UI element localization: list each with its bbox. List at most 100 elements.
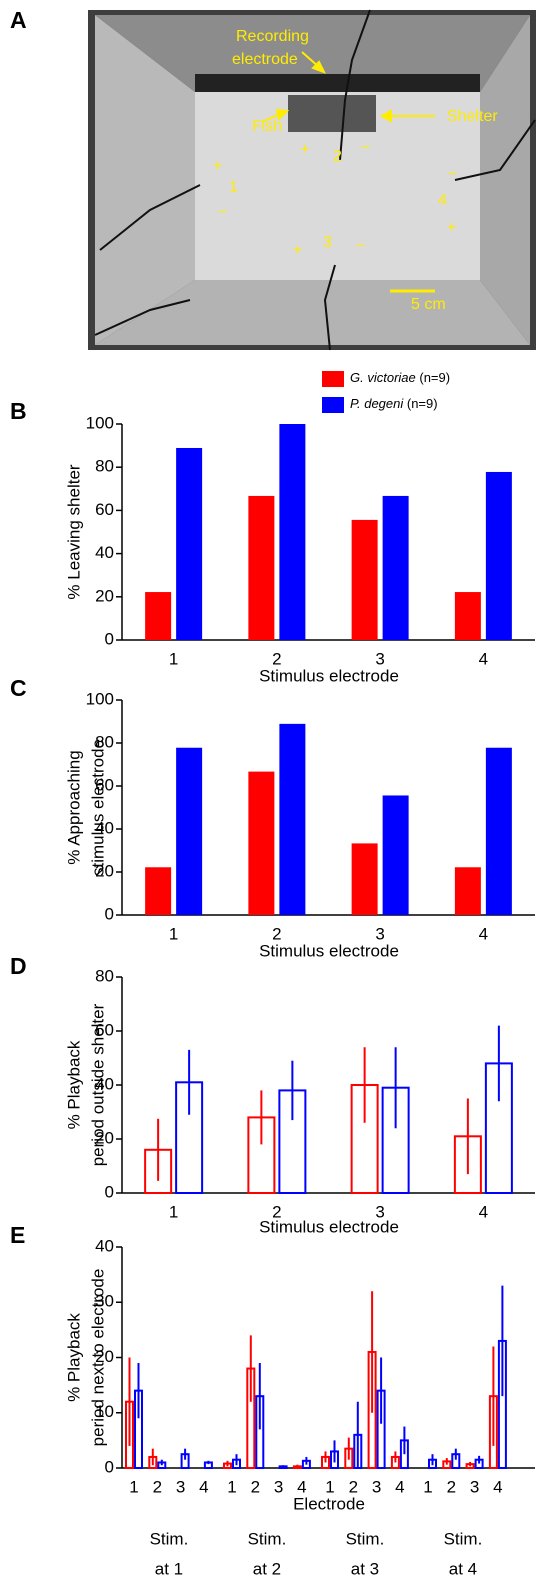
annotation: + [213,158,222,175]
annotation: + [300,141,309,158]
panel-letter: A [10,7,27,33]
bar [382,495,409,640]
group-label: Stim. [444,1529,483,1548]
panel-letter: C [10,675,27,701]
y-tick-label: 20 [95,586,114,605]
x-tick-label: 1 [129,1477,138,1496]
bar [485,471,512,640]
x-tick-label: 1 [169,649,178,668]
y-tick-label: 80 [95,966,114,985]
y-axis-title: % Approaching [64,750,83,864]
annotation: Fish [252,118,282,135]
y-tick-label: 0 [105,629,114,648]
x-axis-title: Stimulus electrode [259,941,399,960]
x-tick-label: 1 [227,1477,236,1496]
x-tick-label: 4 [479,1202,488,1221]
bar [248,771,275,915]
y-tick-label: 10 [95,1402,114,1421]
annotation: electrode [232,51,298,68]
x-tick-label: 1 [169,1202,178,1221]
bar [351,519,378,640]
y-tick-label: 60 [95,775,114,794]
y-tick-label: 40 [95,543,114,562]
bar [279,723,306,915]
x-tick-label: 3 [372,1477,381,1496]
group-label: at 1 [155,1559,183,1578]
y-tick-label: 0 [105,1457,114,1476]
x-tick-label: 3 [375,924,384,943]
group-label: Stim. [150,1529,189,1548]
legend-label: G. victoriae (n=9) [350,370,450,385]
x-tick-label: 2 [349,1477,358,1496]
y-tick-label: 0 [105,1182,114,1201]
bar [485,747,512,915]
y-axis-title: period outside shelter [88,1003,107,1166]
y-axis-title: % Leaving shelter [64,464,83,599]
x-axis-title: Electrode [293,1494,365,1513]
x-tick-label: 2 [272,649,281,668]
x-tick-label: 2 [447,1477,456,1496]
annotation: − [361,139,370,156]
bar [145,592,172,640]
x-tick-label: 4 [199,1477,208,1496]
y-tick-label: 30 [95,1292,114,1311]
x-tick-label: 3 [274,1477,283,1496]
annotation: Recording [236,28,309,45]
bar [279,424,306,640]
x-tick-label: 3 [176,1477,185,1496]
x-tick-label: 4 [395,1477,404,1496]
bar [176,447,203,640]
x-tick-label: 2 [251,1477,260,1496]
x-axis-title: Stimulus electrode [259,1217,399,1236]
bar [176,747,203,915]
annotation: 2 [333,148,342,165]
group-label: at 4 [449,1559,477,1578]
annotation: − [218,204,227,221]
bar [382,795,409,915]
x-tick-label: 3 [470,1477,479,1496]
annotation: 1 [229,179,238,196]
bar [248,495,275,640]
x-tick-label: 4 [479,649,488,668]
bar [454,592,481,640]
annotation: Shelter [447,108,498,125]
y-axis-title: stimulus electrode [88,739,107,876]
group-label: Stim. [346,1529,385,1548]
y-tick-label: 40 [95,818,114,837]
bar [145,867,172,915]
annotation: + [293,242,302,259]
x-tick-label: 4 [297,1477,306,1496]
panel-letter: B [10,398,27,424]
y-tick-label: 80 [95,457,114,476]
panel-letter: D [10,953,27,979]
bar [454,867,481,915]
x-tick-label: 2 [272,1202,281,1221]
y-tick-label: 0 [105,904,114,923]
y-tick-label: 20 [95,861,114,880]
y-axis-title: % Playback [64,1040,83,1129]
y-tick-label: 100 [86,689,114,708]
annotation: + [447,219,456,236]
x-tick-label: 4 [493,1477,502,1496]
x-tick-label: 4 [479,924,488,943]
x-axis-title: Stimulus electrode [259,666,399,685]
group-label: at 3 [351,1559,379,1578]
x-tick-label: 1 [169,924,178,943]
annotation: 5 cm [411,296,446,313]
y-tick-label: 100 [86,413,114,432]
x-tick-label: 2 [153,1477,162,1496]
annotation: − [448,166,457,183]
panel-letter: E [10,1222,25,1248]
legend-swatch [322,397,344,413]
y-axis-title: % Playback [64,1313,83,1402]
group-label: at 2 [253,1559,281,1578]
y-tick-label: 20 [95,1347,114,1366]
annotation: 4 [438,192,447,209]
photo [88,9,536,351]
x-tick-label: 1 [325,1477,334,1496]
x-tick-label: 2 [272,924,281,943]
group-label: Stim. [248,1529,287,1548]
y-tick-label: 80 [95,732,114,751]
y-tick-label: 60 [95,500,114,519]
